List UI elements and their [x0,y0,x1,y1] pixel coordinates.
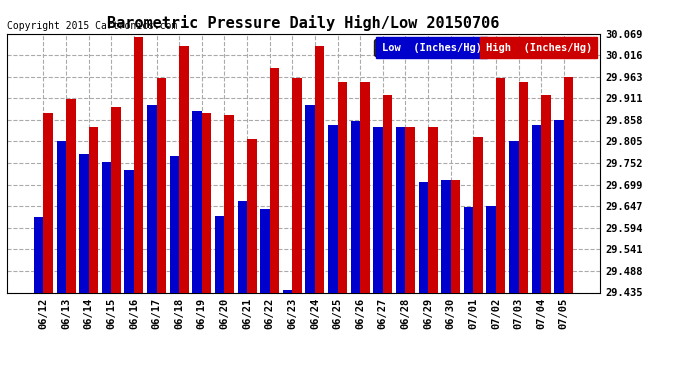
Bar [270,68,279,292]
Bar [57,141,66,292]
Text: Copyright 2015 Cartronics.com: Copyright 2015 Cartronics.com [7,21,177,31]
Bar [101,162,111,292]
Bar [428,127,437,292]
Bar [473,137,483,292]
Bar [157,78,166,292]
Bar [34,217,43,292]
Bar [406,127,415,292]
Bar [532,125,541,292]
Bar [351,121,360,292]
Bar [237,201,247,292]
Bar [496,78,506,292]
Bar [88,127,98,292]
Bar [293,78,302,292]
Bar [328,125,337,292]
Bar [215,216,224,292]
Bar [224,115,234,292]
Bar [124,170,134,292]
Bar [383,94,393,292]
Bar [134,38,144,292]
Bar [201,113,211,292]
Bar [283,291,293,292]
Bar [315,46,324,292]
Bar [373,127,383,292]
Bar [564,77,573,292]
Bar [441,180,451,292]
Bar [193,111,201,292]
Title: Barometric Pressure Daily High/Low 20150706: Barometric Pressure Daily High/Low 20150… [108,15,500,31]
Bar [541,94,551,292]
Bar [111,107,121,292]
Bar [486,206,496,292]
Bar [554,120,564,292]
Bar [396,127,406,292]
Bar [170,156,179,292]
Bar [419,182,428,292]
Bar [360,82,370,292]
Bar [260,209,270,292]
Bar [337,82,347,292]
Bar [79,154,88,292]
Bar [306,105,315,292]
Bar [451,180,460,292]
Bar [519,82,528,292]
Bar [509,141,519,292]
Bar [66,99,75,292]
Bar [179,46,188,292]
Bar [247,140,257,292]
Bar [43,113,53,292]
Bar [147,105,157,292]
Legend: Low  (Inches/Hg), High  (Inches/Hg): Low (Inches/Hg), High (Inches/Hg) [374,39,595,56]
Bar [464,207,473,292]
